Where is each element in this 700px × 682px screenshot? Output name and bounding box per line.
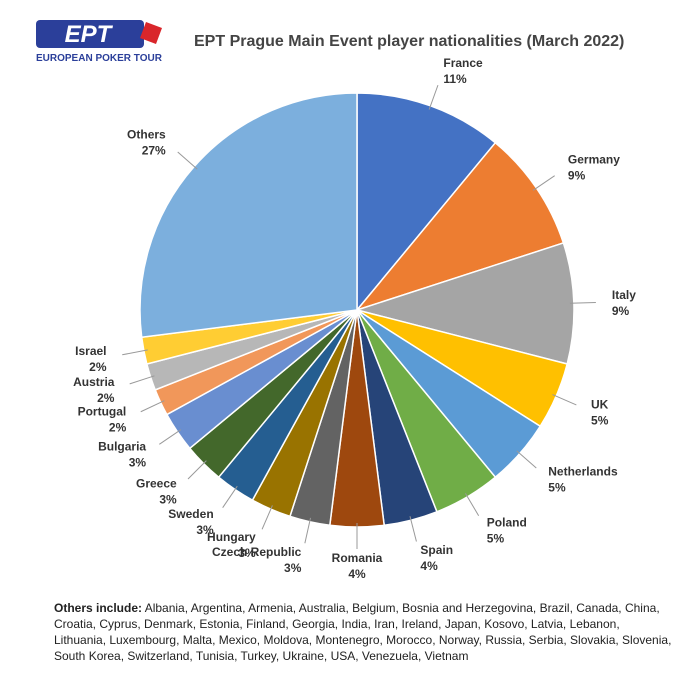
slice-label: Others [127,127,166,141]
leader-line [261,505,273,530]
slice-label: Bulgaria [98,439,146,453]
slice-label: Austria [73,375,115,389]
slice-value: 2% [97,391,115,405]
slice-value: 3% [284,561,302,575]
leader-line [177,151,198,170]
note-label: Others include: [54,601,143,615]
slice-value: 3% [238,546,256,560]
slice-value: 11% [443,72,467,86]
slice-label: Netherlands [548,465,618,479]
slice-label: UK [591,397,609,411]
slice-label: Portugal [78,405,127,419]
slice-value: 9% [612,304,630,318]
slice-value: 2% [89,360,107,374]
slice-value: 27% [142,143,166,157]
slice-label: Spain [420,543,453,557]
slice-value: 4% [348,567,366,581]
leader-line [516,450,537,469]
chart: EPT EUROPEAN POKER TOUR EPT Prague Main … [36,20,636,581]
leader-line [187,460,207,480]
leader-line [532,175,555,191]
slice-label: Sweden [168,507,213,521]
slice-label: Germany [568,153,620,167]
slice-label: Italy [612,288,636,302]
slice-value: 5% [591,413,609,427]
slice-label: France [443,56,483,70]
leader-line [159,429,182,445]
leader-line [122,349,148,356]
leader-line [569,301,596,304]
slice-label: Hungary [207,530,256,544]
logo-badge [36,20,144,48]
logo-text: EPT [65,21,114,48]
slice-label: Greece [136,476,177,490]
slice-label: Poland [487,515,527,529]
leader-line [140,400,165,413]
leader-line [129,375,155,385]
note-text: Albania, Argentina, Armenia, Australia, … [54,601,672,663]
footnote: Others include: Albania, Argentina, Arme… [54,600,674,664]
chart-title: EPT Prague Main Event player nationaliti… [194,33,624,50]
logo-card [140,22,162,44]
slice-label: Israel [75,344,106,358]
slice-value: 5% [548,481,566,495]
slice-value: 3% [196,523,214,537]
leader-line [464,493,480,516]
slice-value: 2% [109,421,127,435]
leader-line [409,516,417,542]
slice-label: Czech Republic [212,545,302,559]
pie-slice [139,92,358,339]
leader-line [304,517,312,544]
leader-line [428,84,439,110]
leader-line [552,394,577,406]
slice-value: 3% [129,455,147,469]
slice-value: 9% [568,169,586,183]
slice-value: 4% [420,559,438,573]
slice-value: 5% [487,531,505,545]
slice-label: Romania [332,551,383,565]
logo-subtitle: EUROPEAN POKER TOUR [36,53,163,64]
leader-line [222,485,238,508]
slice-value: 3% [159,492,177,506]
